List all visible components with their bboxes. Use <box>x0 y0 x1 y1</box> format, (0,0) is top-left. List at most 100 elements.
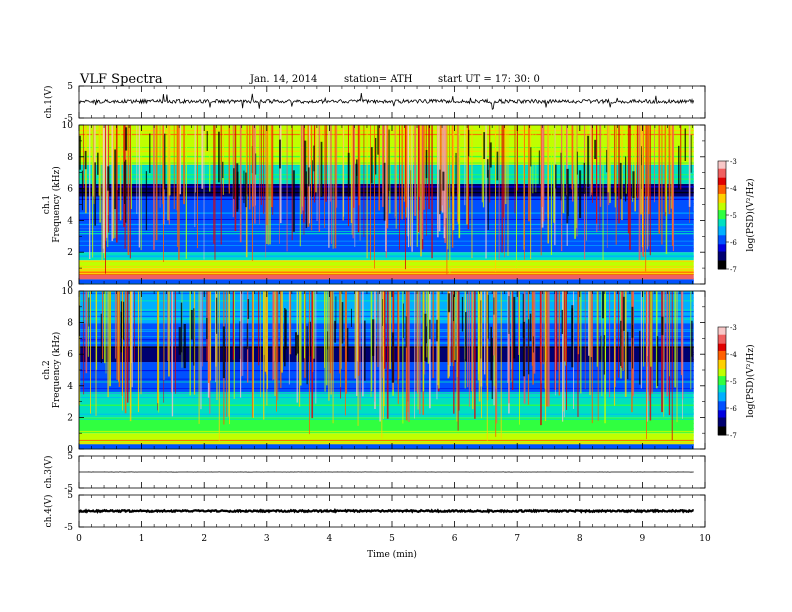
spectrogram-band <box>79 260 694 269</box>
colorbar-segment <box>718 180 726 184</box>
colorbar-segment <box>718 393 726 396</box>
waveform-ch4 <box>78 508 694 514</box>
colorbar-segment <box>718 197 726 200</box>
colorbar-tick-label: -5 <box>730 212 737 220</box>
colorbar-segment <box>718 413 726 416</box>
colorbar-segment <box>718 215 726 218</box>
colorbar-segment <box>718 375 726 378</box>
colorbar-segment <box>718 336 726 339</box>
colorbar-segment <box>718 188 726 191</box>
colorbar-segment <box>718 348 726 351</box>
colorbar-segment <box>718 206 726 209</box>
colorbar-segment <box>718 198 726 202</box>
colorbar-segment <box>718 161 726 164</box>
y-axis-label-line: ch.2 <box>42 360 52 379</box>
colorbar-segment <box>718 209 726 212</box>
colorbar-segment <box>718 242 726 245</box>
colorbar-segment <box>718 251 726 254</box>
colorbar-segment <box>718 368 726 371</box>
colorbar-segment <box>718 382 726 386</box>
colorbar-segment <box>718 327 726 330</box>
y-axis-label-line: ch.1 <box>42 195 52 214</box>
colorbar-tick-label: -4 <box>730 185 737 193</box>
colorbar-segment <box>718 402 726 405</box>
colorbar-segment <box>718 408 726 411</box>
colorbar-segment <box>718 267 726 270</box>
colorbar-segment <box>718 337 726 341</box>
colorbar-segment <box>718 384 726 387</box>
colorbar-segment <box>718 189 726 193</box>
colorbar-segment <box>718 373 726 377</box>
y-axis-label-line: ch.4(V) <box>43 495 54 528</box>
colorbar-segment <box>718 366 726 369</box>
x-axis-label: Time (min) <box>367 549 417 560</box>
colorbar-segment <box>718 361 726 364</box>
colorbar-segment <box>718 433 726 436</box>
colorbar-segment <box>718 240 726 243</box>
colorbar-segment <box>718 254 726 257</box>
colorbar-segment <box>718 173 726 176</box>
y-tick-label: -5 <box>64 484 73 494</box>
colorbar-segment <box>718 350 726 353</box>
colorbar-label: log(PSD)(V²/Hz) <box>745 178 756 251</box>
colorbar-segment <box>718 258 726 261</box>
y-tick-label: 10 <box>62 287 74 297</box>
figure-title: VLF Spectra <box>80 72 163 87</box>
colorbar-ch2-spectrogram: -3 -4 -5 -6 -7 <box>717 324 737 440</box>
colorbar-tick-label: -7 <box>730 432 737 440</box>
colorbar-segment <box>718 263 726 266</box>
colorbar-segment <box>718 213 726 216</box>
spectrogram-band <box>79 444 694 449</box>
y-tick-label: 4 <box>67 216 73 226</box>
x-tick-label: 2 <box>201 534 207 544</box>
colorbar-segment <box>718 222 726 225</box>
colorbar-tick-label: -5 <box>730 378 737 386</box>
colorbar-segment <box>718 355 726 359</box>
y-axis-label: ch.4(V) <box>43 495 54 528</box>
colorbar-segment <box>718 427 726 431</box>
x-tick-label: 4 <box>327 534 333 544</box>
colorbar-tick-label: -6 <box>730 239 737 247</box>
colorbar-segment <box>718 204 726 207</box>
colorbar-segment <box>718 231 726 234</box>
colorbar-segment <box>718 202 726 205</box>
colorbar-segment <box>718 418 726 422</box>
colorbar-segment <box>718 431 726 434</box>
colorbar-segment <box>718 397 726 400</box>
spectrogram-band <box>79 417 694 434</box>
colorbar-segment <box>718 406 726 409</box>
colorbar-segment <box>718 164 726 167</box>
colorbar-segment <box>718 352 726 355</box>
colorbar-segment <box>718 395 726 398</box>
y-tick-label: -5 <box>64 523 73 533</box>
colorbar-segment <box>718 218 726 221</box>
colorbar-segment <box>718 381 726 384</box>
colorbar-segment <box>718 245 726 248</box>
colorbar-segment <box>718 168 726 171</box>
y-tick-label: 8 <box>67 153 73 163</box>
figure-start-time: start UT = 17: 30: 0 <box>438 74 540 85</box>
colorbar-segment <box>718 370 726 373</box>
colorbar-segment <box>718 191 726 194</box>
y-axis-label-line: ch.1(V) <box>43 86 54 119</box>
y-axis-label-line: Frequency (kHz) <box>51 166 62 243</box>
colorbar-segment <box>718 357 726 360</box>
y-tick-label: 0 <box>67 280 73 290</box>
colorbar-segment <box>718 345 726 348</box>
x-tick-label: 3 <box>264 534 270 544</box>
colorbar-segment <box>718 429 726 432</box>
waveform-trace <box>78 508 694 514</box>
spectrogram-ch1-spectrogram <box>78 125 705 285</box>
colorbar-segment <box>718 238 726 241</box>
colorbar-segment <box>718 415 726 418</box>
colorbar-segment <box>718 346 726 350</box>
colorbar-segment <box>718 225 726 229</box>
x-tick-label: 6 <box>452 534 458 544</box>
colorbar-segment <box>718 233 726 236</box>
spectrogram-band <box>79 268 694 275</box>
colorbar-segment <box>718 227 726 230</box>
colorbar-segment <box>718 400 726 404</box>
x-tick-label: 0 <box>76 534 82 544</box>
y-tick-label: 4 <box>67 382 73 392</box>
colorbar-segment <box>718 390 726 393</box>
